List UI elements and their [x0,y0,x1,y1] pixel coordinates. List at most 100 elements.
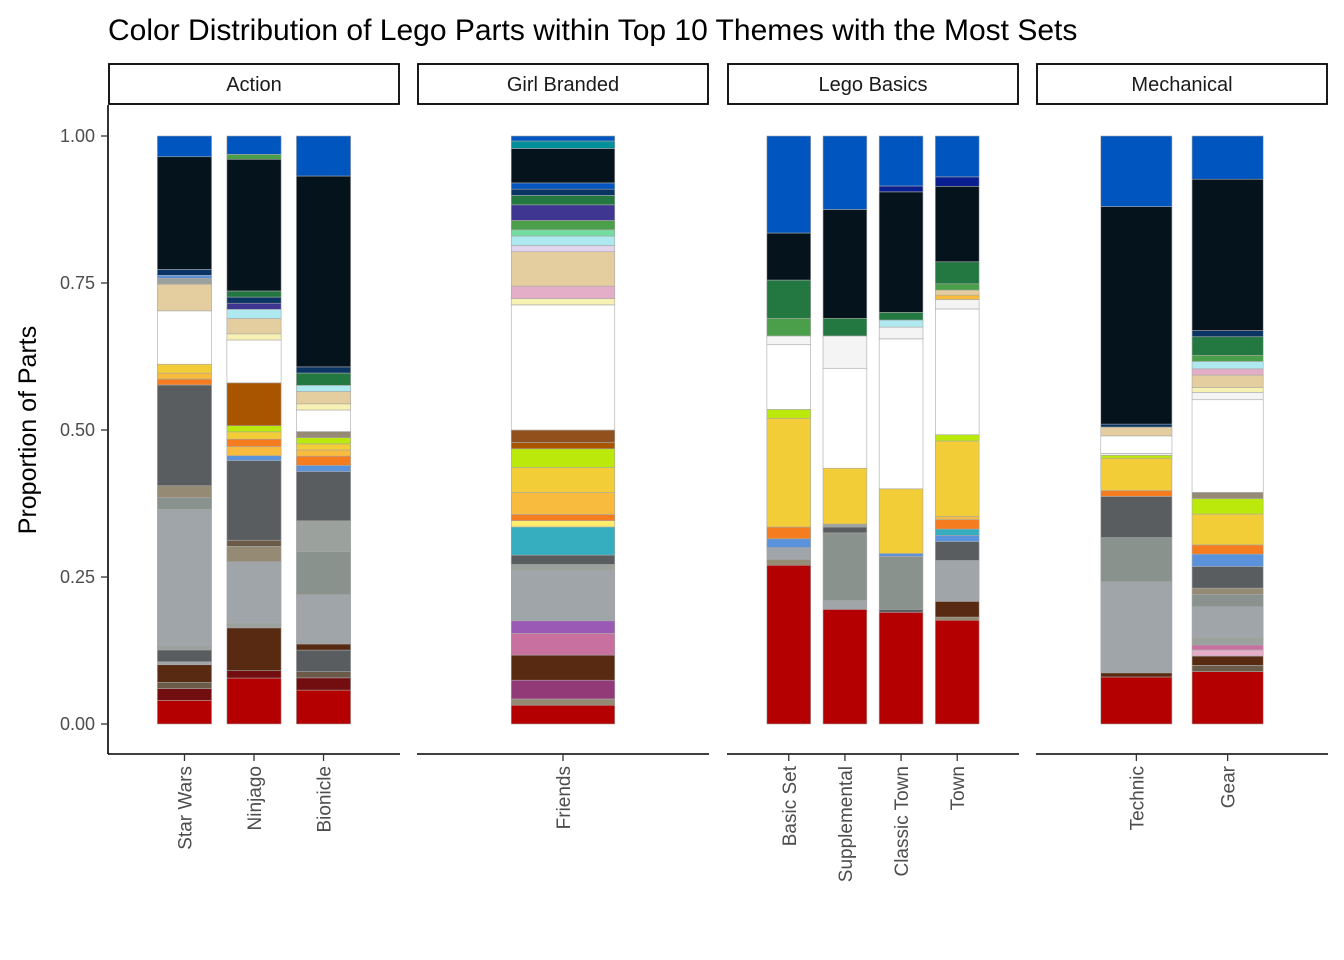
bar-segment [1100,423,1173,428]
bar-segment [1191,387,1264,393]
bar-segment [510,514,616,522]
bar-segment [1191,587,1264,595]
bar-segment [1191,399,1264,493]
bar-segment [157,645,212,651]
bar-segment [226,455,282,461]
bar-segment [1191,566,1264,589]
y-tick-label: 1.00 [60,126,95,146]
bar-segment [1191,392,1264,401]
bar-segment [1191,492,1264,499]
bar-segment [935,616,980,621]
bar-segment [822,526,868,534]
bar-segment [935,601,980,618]
bar-segment [296,643,351,651]
plot-area: 0.00 0.25 0.50 0.75 1.00 Action Star Wars Ninja… [60,63,1328,882]
y-axis-title: Proportion of Parts [14,326,42,534]
bar-segment [510,654,616,681]
bar-segment [510,467,616,493]
bar-segment [510,148,616,184]
bar-segment [1191,498,1264,515]
bar-segment [1100,454,1173,459]
bar-segment [935,519,980,530]
bar-segment [935,541,980,561]
facet-strip [417,63,709,105]
bar-segment [226,135,282,155]
bar-segment [822,367,868,469]
bar-segment [935,261,980,285]
bar-segment [157,135,212,158]
bar-segment [157,649,212,663]
bar-segment [226,627,282,672]
bar-segment [935,186,980,263]
bar-segment [296,175,351,368]
bar-segment [226,296,282,304]
bar-segment [510,520,616,528]
bar-segment [1191,553,1264,567]
bar-segment [296,449,351,457]
bar-segment [226,382,282,427]
bar-segment [822,209,868,319]
bar-segment [296,465,351,472]
bar-segment [1191,606,1264,638]
bar-segment [226,290,282,298]
bar-segment [1100,676,1173,725]
bar-segment [510,140,616,149]
x-tick-label: Town [948,766,969,810]
y-tick-label: 0.25 [60,567,95,587]
bar-segment [1100,206,1173,425]
bar-segment [157,682,212,689]
bar-segment [935,308,980,436]
x-tick-label: Technic [1127,766,1148,830]
bar-segment [510,235,616,246]
bar-segment [822,609,868,725]
bar-segment [296,385,351,392]
bar-segment [296,135,351,177]
bar-segment [1191,513,1264,546]
bar-segment [766,317,811,337]
x-tick-label: Bionicle [315,766,336,833]
bar-segment [766,417,811,528]
bar-segment [510,448,616,468]
bar-segment [1191,336,1264,356]
bar-segment [878,338,924,490]
bar-segment [1191,330,1264,338]
bar-segment [157,384,212,487]
bar-segment [935,283,980,291]
bar-segment [878,609,924,613]
bar-segment [226,333,282,341]
y-tick-label: 0.75 [60,273,95,293]
bar-segment [157,310,212,365]
bar-segment [157,699,212,725]
bar-segment [510,182,616,190]
bar-segment [766,279,811,319]
bar-segment [935,135,980,178]
bar-segment [226,425,282,433]
bar-segment [296,649,351,672]
bar-segment [296,372,351,386]
bar-segment [935,535,980,542]
bar-segment [510,704,616,725]
bar-segment [878,553,924,557]
bar-segment [157,269,212,276]
bar-segment [157,509,212,647]
bar-segment [510,229,616,237]
bar-segment [157,664,212,683]
bar-segment [296,551,351,596]
bar-segment [878,488,924,554]
x-tick-label: Classic Town [892,766,913,877]
bar-segment [226,309,282,319]
bar-segment [157,688,212,701]
bar-segment [935,176,980,187]
x-tick-label: Friends [554,766,575,829]
bar-segment [226,339,282,384]
bar-segment [510,526,616,556]
bar-segment [510,298,616,306]
bar-segment [226,446,282,457]
bar-segment [1100,435,1173,454]
x-tick-label: Ninjago [245,766,266,830]
bar-segment [157,277,212,285]
bar-segment [226,622,282,629]
bar-segment [822,523,868,528]
bar-segment [226,302,282,310]
bar-segment [296,403,351,411]
